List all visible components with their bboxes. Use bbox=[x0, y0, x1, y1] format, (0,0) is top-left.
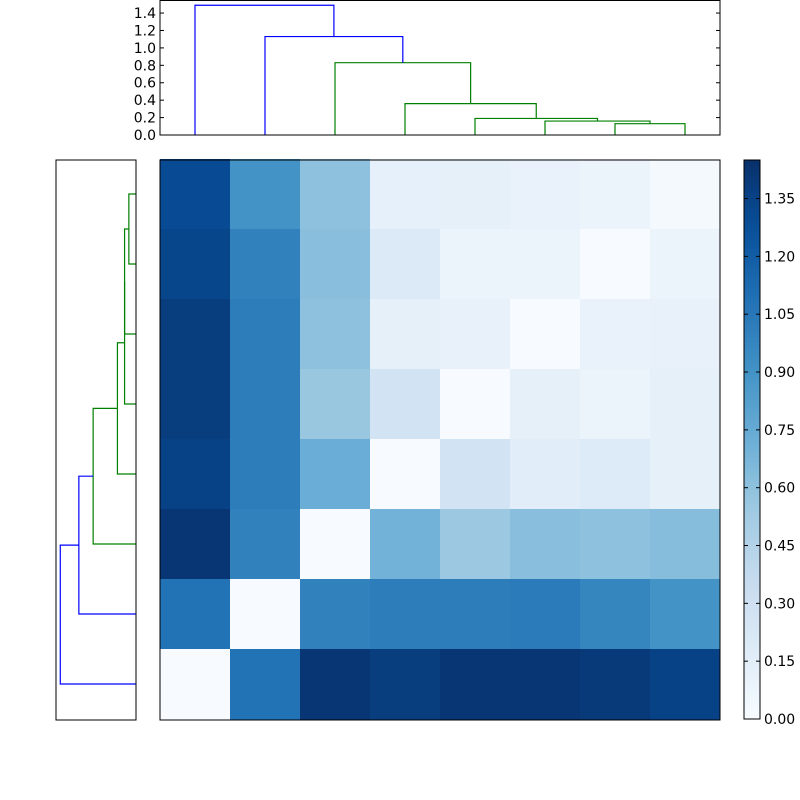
heatmap-cell bbox=[370, 509, 441, 580]
heatmap-cell bbox=[650, 369, 721, 440]
colorbar-tick-label: 1.35 bbox=[764, 192, 795, 208]
heatmap-cell bbox=[650, 579, 721, 650]
heatmap-cell bbox=[300, 439, 371, 510]
heatmap-cell bbox=[160, 509, 231, 580]
heatmap-cell bbox=[650, 649, 721, 720]
heatmap-cell bbox=[650, 159, 721, 230]
left-dendrogram-link-7 bbox=[59, 544, 136, 685]
heatmap-cell bbox=[230, 509, 301, 580]
colorbar-tick-label: 0.00 bbox=[764, 712, 795, 728]
colorbar-tick-label: 0.15 bbox=[764, 654, 795, 670]
heatmap-cell bbox=[370, 229, 441, 300]
heatmap-cell bbox=[160, 369, 231, 440]
left-dendrogram-link-5 bbox=[92, 407, 136, 545]
heatmap-cell bbox=[440, 159, 511, 230]
heatmap-cell bbox=[580, 159, 651, 230]
heatmap-cell bbox=[510, 229, 581, 300]
heatmap-cell bbox=[160, 439, 231, 510]
heatmap-cell bbox=[300, 229, 371, 300]
top-dendrogram-frame bbox=[159, 0, 721, 136]
left-dendrogram bbox=[55, 159, 137, 721]
heatmap-cell bbox=[440, 229, 511, 300]
heatmap-cell bbox=[370, 299, 441, 370]
top-dendrogram-ytick-label: 0.2 bbox=[134, 111, 156, 127]
colorbar-tick-label: 1.05 bbox=[764, 307, 795, 323]
heatmap-cell bbox=[160, 579, 231, 650]
heatmap-frame bbox=[159, 159, 721, 721]
heatmap-cell bbox=[510, 649, 581, 720]
heatmap-cell bbox=[300, 369, 371, 440]
top-dendrogram-ytick-label: 0.8 bbox=[134, 58, 156, 74]
top-dendrogram-link-5 bbox=[334, 62, 472, 135]
top-dendrogram-ytick-label: 1.4 bbox=[134, 6, 156, 22]
heatmap-cell bbox=[230, 299, 301, 370]
colorbar: 0.00 0.15 0.30 0.45 0.60 0.75 0.90 1.05 1.20 1.35 bbox=[743, 159, 795, 728]
colorbar-gradient bbox=[743, 159, 761, 720]
heatmap-cell bbox=[650, 299, 721, 370]
top-dendrogram: 0.00.2 0.40.6 0.81.0 1.21.4 bbox=[134, 0, 721, 144]
heatmap-cell bbox=[230, 579, 301, 650]
heatmap-cell bbox=[650, 509, 721, 580]
heatmap-cell bbox=[230, 229, 301, 300]
left-dendrogram-link-4 bbox=[116, 342, 136, 475]
heatmap-cell bbox=[230, 369, 301, 440]
heatmap-cell bbox=[230, 649, 301, 720]
top-dendrogram-ytick-label: 0.4 bbox=[134, 93, 156, 109]
heatmap-cell bbox=[440, 649, 511, 720]
colorbar-tick-label: 0.45 bbox=[764, 539, 795, 555]
heatmap-cell bbox=[300, 509, 371, 580]
top-dendrogram-ytick-label: 1.2 bbox=[134, 23, 156, 39]
left-dendrogram-frame bbox=[55, 159, 137, 721]
heatmap-cell bbox=[510, 159, 581, 230]
heatmap-cell bbox=[650, 439, 721, 510]
colorbar-tick-label: 1.20 bbox=[764, 249, 795, 265]
heatmap-cell bbox=[510, 439, 581, 510]
heatmap-cell bbox=[440, 509, 511, 580]
top-dendrogram-link-2 bbox=[544, 120, 651, 135]
heatmap-cell bbox=[580, 509, 651, 580]
heatmap-cell bbox=[510, 509, 581, 580]
heatmap-cell bbox=[300, 159, 371, 230]
heatmap-cell bbox=[370, 369, 441, 440]
heatmap-cell bbox=[510, 579, 581, 650]
heatmap-cell bbox=[370, 579, 441, 650]
heatmap-cell bbox=[580, 649, 651, 720]
heatmap-cell bbox=[160, 159, 231, 230]
heatmap-cell bbox=[510, 299, 581, 370]
heatmap-cell bbox=[160, 229, 231, 300]
colorbar-tick-label: 0.30 bbox=[764, 596, 795, 612]
heatmap-cell bbox=[580, 299, 651, 370]
left-dendrogram-link-3 bbox=[123, 281, 136, 405]
top-dendrogram-ytick-label: 0.0 bbox=[134, 128, 156, 144]
colorbar-tick-label: 0.75 bbox=[764, 423, 795, 439]
top-dendrogram-link-7 bbox=[194, 4, 335, 135]
top-dendrogram-ytick-label: 0.6 bbox=[134, 76, 156, 92]
heatmap-cell bbox=[300, 299, 371, 370]
heatmap-cell bbox=[580, 369, 651, 440]
heatmap-cell bbox=[160, 299, 231, 370]
heatmap-cell bbox=[370, 649, 441, 720]
heatmap bbox=[159, 159, 721, 721]
heatmap-cell bbox=[650, 229, 721, 300]
heatmap-cell bbox=[370, 439, 441, 510]
heatmap-cell bbox=[230, 439, 301, 510]
heatmap-cell bbox=[580, 579, 651, 650]
heatmap-cell bbox=[510, 369, 581, 440]
colorbar-tick-label: 0.90 bbox=[764, 365, 795, 381]
heatmap-cell bbox=[580, 229, 651, 300]
heatmap-cell bbox=[440, 369, 511, 440]
heatmap-cell bbox=[440, 439, 511, 510]
heatmap-cell bbox=[300, 649, 371, 720]
top-dendrogram-link-3 bbox=[474, 117, 599, 135]
heatmap-cell bbox=[230, 159, 301, 230]
heatmap-cell bbox=[440, 579, 511, 650]
heatmap-cell bbox=[300, 579, 371, 650]
top-dendrogram-ytick-label: 1.0 bbox=[134, 41, 156, 57]
heatmap-cell bbox=[160, 649, 231, 720]
colorbar-tick-label: 0.60 bbox=[764, 481, 795, 497]
heatmap-cell bbox=[580, 439, 651, 510]
heatmap-cell bbox=[370, 159, 441, 230]
heatmap-cell bbox=[440, 299, 511, 370]
